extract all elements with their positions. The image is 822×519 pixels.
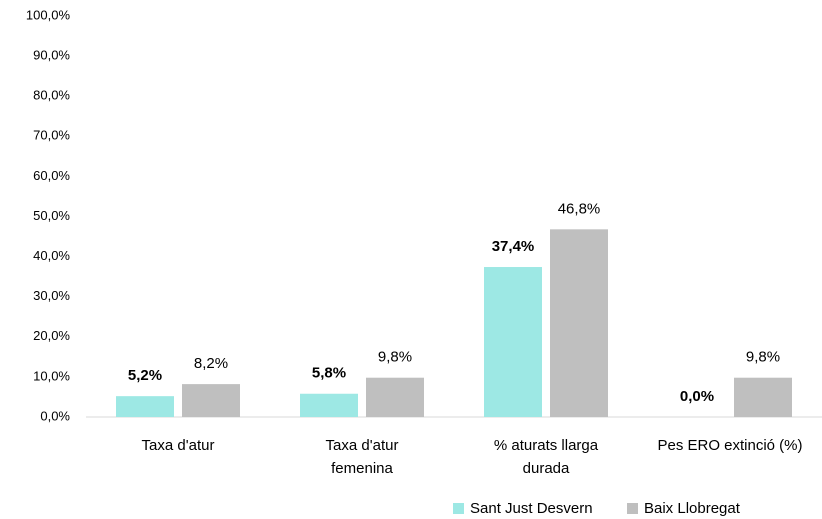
- bar: [734, 377, 792, 417]
- legend-label: Sant Just Desvern: [470, 500, 593, 517]
- legend-swatch: [627, 503, 638, 514]
- x-tick-label: Pes ERO extinció (%): [657, 437, 803, 454]
- y-tick-label: 30,0%: [33, 288, 70, 303]
- y-tick-label: 10,0%: [33, 368, 70, 383]
- y-tick-label: 0,0%: [40, 408, 70, 423]
- bar: [300, 393, 358, 417]
- y-tick-label: 80,0%: [33, 88, 70, 103]
- bar: [484, 267, 542, 417]
- legend-label: Baix Llobregat: [644, 500, 741, 517]
- bar: [116, 396, 174, 417]
- bar: [182, 384, 240, 417]
- value-label: 46,8%: [558, 200, 601, 217]
- value-label: 9,8%: [746, 349, 780, 366]
- value-label: 5,8%: [312, 365, 346, 382]
- y-tick-label: 100,0%: [26, 7, 71, 22]
- value-label: 5,2%: [128, 367, 162, 384]
- legend-swatch: [453, 503, 464, 514]
- x-tick-label: Taxa d'atur: [141, 437, 215, 454]
- bar: [550, 229, 608, 417]
- x-tick-label: % aturats llarga durada: [493, 437, 599, 477]
- y-tick-label: 40,0%: [33, 248, 70, 263]
- x-tick-label: Taxa d'atur femenina: [325, 437, 399, 477]
- y-tick-label: 60,0%: [33, 168, 70, 183]
- y-tick-label: 70,0%: [33, 128, 70, 143]
- value-label: 37,4%: [492, 238, 535, 255]
- value-label: 0,0%: [680, 388, 714, 405]
- y-tick-label: 50,0%: [33, 208, 70, 223]
- value-label: 9,8%: [378, 349, 412, 366]
- value-label: 8,2%: [194, 355, 228, 372]
- y-tick-label: 20,0%: [33, 328, 70, 343]
- bar: [366, 377, 424, 417]
- y-tick-label: 90,0%: [33, 48, 70, 63]
